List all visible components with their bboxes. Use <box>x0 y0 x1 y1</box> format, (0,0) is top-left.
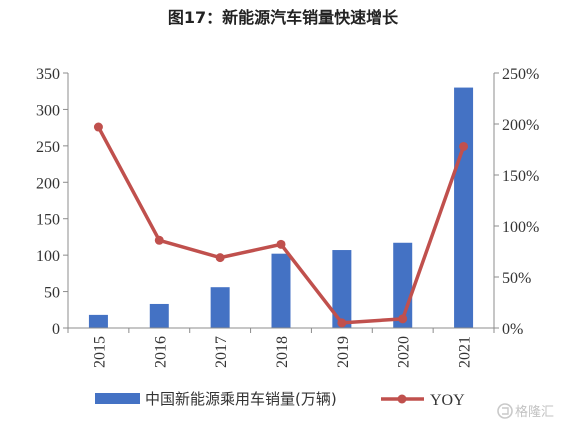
yoy-point <box>398 314 408 324</box>
left-axis-tick-label: 50 <box>44 285 60 302</box>
legend-swatch-marker <box>397 394 407 404</box>
x-axis-tick-label: 2017 <box>213 336 230 368</box>
right-axis-tick-label: 0% <box>502 321 523 338</box>
left-axis-tick-label: 200 <box>36 175 60 192</box>
right-axis-tick-label: 200% <box>502 117 539 134</box>
legend: 中国新能源乘用车销量(万辆) YOY <box>95 390 465 409</box>
yoy-point <box>459 141 469 151</box>
right-axis-tick-label: 250% <box>502 66 539 83</box>
yoy-point <box>337 318 347 328</box>
bar <box>271 253 291 328</box>
bar <box>332 250 352 328</box>
x-axis-tick-label: 2019 <box>335 336 352 368</box>
bar <box>88 314 108 328</box>
yoy-point <box>154 235 164 245</box>
x-axis: 2015 2016 2017 2018 2019 2020 2021 <box>67 327 495 368</box>
right-axis-tick-label: 50% <box>502 270 531 287</box>
right-axis-tick-label: 150% <box>502 168 539 185</box>
x-axis-tick-label: 2016 <box>152 336 169 368</box>
x-axis-tick-label: 2018 <box>274 336 291 368</box>
left-axis-tick-label: 250 <box>36 139 60 156</box>
watermark-logo-icon <box>497 403 513 419</box>
right-axis: 0% 50% 100% 150% 200% 250% <box>493 66 539 338</box>
left-axis-tick-label: 150 <box>36 212 60 229</box>
left-axis: 0 50 100 150 200 250 300 350 <box>36 66 69 338</box>
legend-swatch-bar <box>95 393 140 404</box>
watermark-text: 格隆汇 <box>515 404 554 420</box>
left-axis-tick-label: 300 <box>36 102 60 119</box>
legend-label-yoy: YOY <box>430 392 465 409</box>
yoy-point <box>276 239 286 249</box>
x-axis-tick-label: 2015 <box>91 336 108 368</box>
yoy-point <box>215 253 225 263</box>
watermark-logo-mark <box>502 407 509 415</box>
bar <box>149 303 169 328</box>
x-axis-tick-label: 2021 <box>457 336 474 368</box>
legend-label-bar: 中国新能源乘用车销量(万辆) <box>145 390 337 408</box>
right-axis-tick-label: 100% <box>502 219 539 236</box>
yoy-line-series <box>93 122 469 328</box>
bar-series <box>88 87 474 328</box>
watermark: 格隆汇 <box>497 403 554 420</box>
x-axis-tick-label: 2020 <box>396 336 413 368</box>
bar <box>454 87 474 328</box>
bar <box>210 287 230 328</box>
left-axis-tick-label: 0 <box>52 321 60 338</box>
left-axis-tick-label: 350 <box>36 66 60 83</box>
chart-title: 图17：新能源汽车销量快速增长 <box>168 8 399 27</box>
yoy-point <box>93 122 103 132</box>
left-axis-tick-label: 100 <box>36 248 60 265</box>
